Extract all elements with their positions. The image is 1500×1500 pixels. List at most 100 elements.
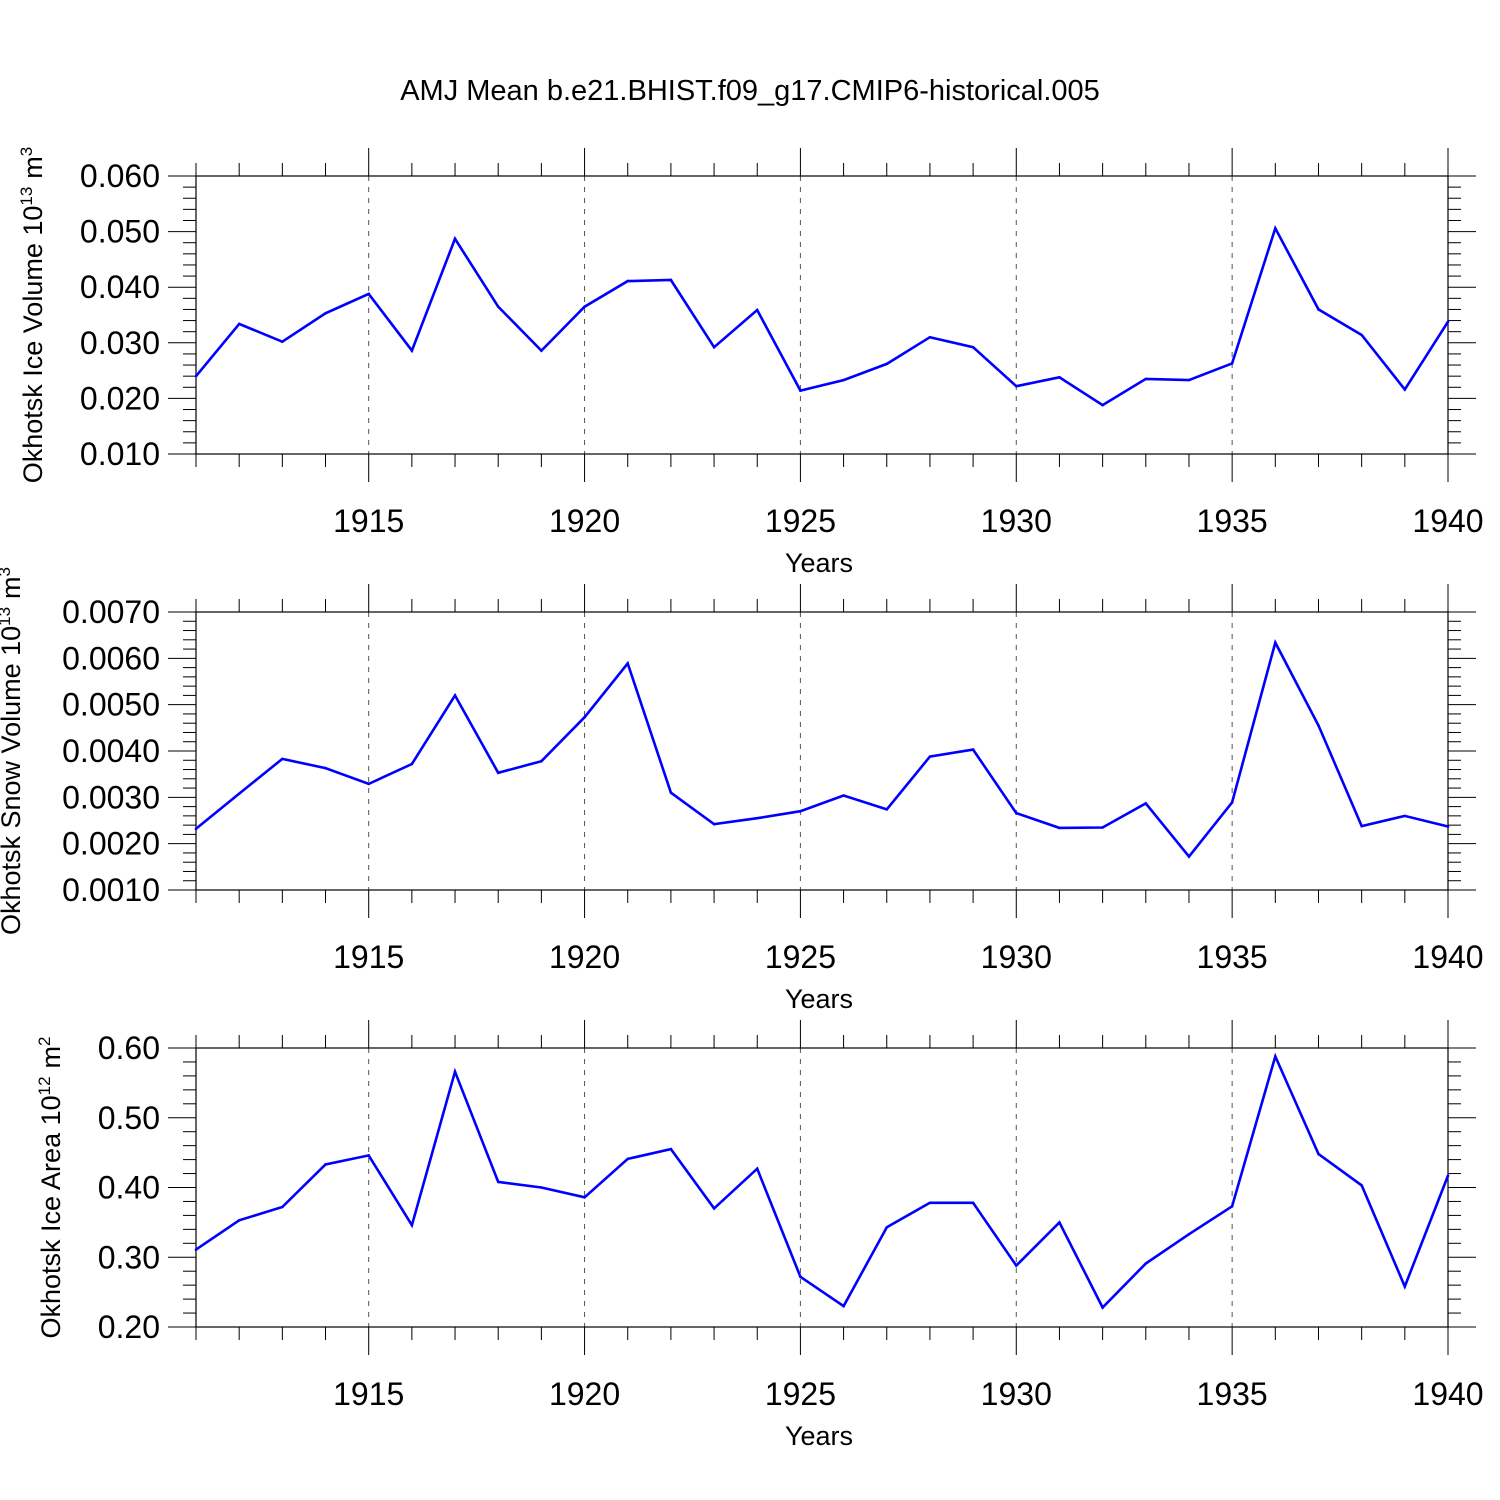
- y-tick-label: 0.60: [98, 1030, 160, 1066]
- data-point-1911: [194, 827, 198, 831]
- data-point-1927: [885, 362, 889, 366]
- data-point-1916: [410, 1223, 414, 1227]
- data-point-1926: [842, 1304, 845, 1308]
- y-axis-label-ylabel-unit: m: [0, 576, 26, 599]
- y-tick-label: 0.010: [80, 436, 160, 472]
- y-axis-label-ylabel-unit-exp: 3: [0, 567, 14, 576]
- data-point-1933: [1144, 377, 1148, 381]
- x-tick-label-1920: 1920: [549, 503, 620, 539]
- y-axis-label-ylabel-unit-exp: 3: [17, 147, 36, 156]
- x-tick-label-1915: 1915: [333, 503, 404, 539]
- data-point-1929: [971, 748, 975, 751]
- x-tick-label-1925: 1925: [765, 1376, 836, 1412]
- x-tick-label-1930: 1930: [981, 1376, 1052, 1412]
- data-point-1929: [971, 1201, 975, 1205]
- panels: 0.010 0.020 0.030 0.040 0.050 0.060 1915 1920 19…: [0, 147, 1484, 1451]
- data-point-1919: [540, 349, 543, 352]
- data-point-1911: [194, 374, 198, 378]
- y-tick-label: 0.0070: [62, 594, 160, 630]
- data-point-1938: [1360, 333, 1363, 337]
- x-tick-label-1940: 1940: [1412, 1376, 1483, 1412]
- panel-1: 0.010 0.020 0.030 0.040 0.050 0.060 1915 1920 19…: [17, 147, 1484, 578]
- data-point-1930: [1014, 384, 1018, 388]
- data-point-1939: [1403, 814, 1407, 818]
- data-point-1916: [410, 762, 414, 766]
- data-point-1936: [1274, 226, 1277, 230]
- data-point-1939: [1403, 388, 1407, 391]
- x-tick-label-1925: 1925: [765, 939, 836, 975]
- data-point-1912: [237, 1218, 241, 1222]
- data-point-1920: [583, 305, 586, 308]
- x-tick-label-1915: 1915: [333, 1376, 404, 1412]
- data-point-1925: [799, 809, 802, 813]
- data-point-1926: [842, 378, 845, 382]
- data-point-1915: [367, 1154, 370, 1157]
- y-tick-label: 0.30: [98, 1239, 160, 1275]
- x-tick-label-1940: 1940: [1412, 503, 1483, 539]
- data-point-1925: [799, 1275, 802, 1279]
- data-point-1932: [1101, 826, 1104, 829]
- y-tick-label: 0.040: [80, 269, 160, 305]
- data-point-1915: [367, 292, 370, 296]
- y-axis-label-ylabel: Okhotsk Ice Area 10: [36, 1095, 66, 1338]
- data-point-1937: [1317, 724, 1320, 727]
- y-axis-label: Okhotsk Ice Volume 1013 m3: [17, 147, 48, 484]
- data-point-1933: [1144, 802, 1148, 805]
- data-point-1919: [540, 1186, 543, 1189]
- data-point-1924: [755, 308, 759, 312]
- x-tick-label-1935: 1935: [1197, 1376, 1268, 1412]
- data-point-1934: [1187, 378, 1191, 382]
- data-point-1939: [1403, 1285, 1407, 1288]
- data-point-1928: [928, 755, 932, 758]
- data-point-1917: [453, 237, 457, 241]
- data-point-1927: [885, 1225, 889, 1229]
- data-point-1935: [1230, 801, 1234, 804]
- x-tick-label-1930: 1930: [981, 503, 1052, 539]
- data-point-1923: [712, 822, 716, 826]
- x-axis-label: Years: [785, 984, 853, 1014]
- y-tick-label: 0.0040: [62, 733, 160, 769]
- panel-3: 0.20 0.30 0.40 0.50 0.60 1915 1920 1925 1930 1935…: [35, 1020, 1484, 1451]
- y-axis-label-ylabel-unit-exp: 2: [35, 1036, 54, 1045]
- data-point-1913: [281, 340, 284, 343]
- data-point-1916: [410, 349, 414, 352]
- data-point-1923: [712, 1207, 716, 1210]
- data-point-1937: [1317, 308, 1320, 311]
- y-tick-label: 0.20: [98, 1309, 160, 1345]
- data-point-1913: [281, 757, 284, 761]
- data-point-1915: [367, 782, 370, 786]
- data-point-1922: [669, 278, 673, 282]
- y-tick-label: 0.0060: [62, 640, 160, 676]
- data-point-1928: [928, 335, 932, 339]
- data-point-1928: [928, 1201, 932, 1205]
- y-tick-label: 0.0050: [62, 687, 160, 723]
- data-point-1929: [971, 345, 975, 349]
- y-axis-label: Okhotsk Snow Volume 1013 m3: [0, 567, 26, 935]
- data-point-1923: [712, 345, 716, 349]
- x-tick-label-1920: 1920: [549, 939, 620, 975]
- x-tick-label-1920: 1920: [549, 1376, 620, 1412]
- data-point-1931: [1058, 1221, 1061, 1224]
- panel-2: 0.0010 0.0020 0.0030 0.0040 0.0050 0.0060 0.00…: [0, 567, 1484, 1014]
- data-series-line: [194, 224, 1450, 407]
- data-point-1917: [453, 1070, 457, 1074]
- data-point-1940: [1446, 1174, 1450, 1177]
- data-point-1933: [1144, 1262, 1148, 1265]
- data-point-1930: [1014, 811, 1018, 815]
- data-point-1936: [1274, 641, 1277, 644]
- data-point-1934: [1187, 855, 1191, 858]
- data-point-1922: [669, 1147, 673, 1151]
- data-point-1935: [1230, 362, 1234, 365]
- data-point-1919: [540, 759, 543, 763]
- figure-title: AMJ Mean b.e21.BHIST.f09_g17.CMIP6-histo…: [400, 75, 1100, 107]
- x-tick-label-1925: 1925: [765, 503, 836, 539]
- y-tick-label: 0.030: [80, 325, 160, 361]
- data-point-1927: [885, 808, 889, 811]
- y-axis-label-ylabel: Okhotsk Ice Volume 10: [18, 206, 48, 484]
- data-point-1918: [496, 1180, 500, 1184]
- data-point-1922: [669, 791, 673, 794]
- data-point-1924: [755, 816, 759, 820]
- y-tick-label: 0.060: [80, 158, 160, 194]
